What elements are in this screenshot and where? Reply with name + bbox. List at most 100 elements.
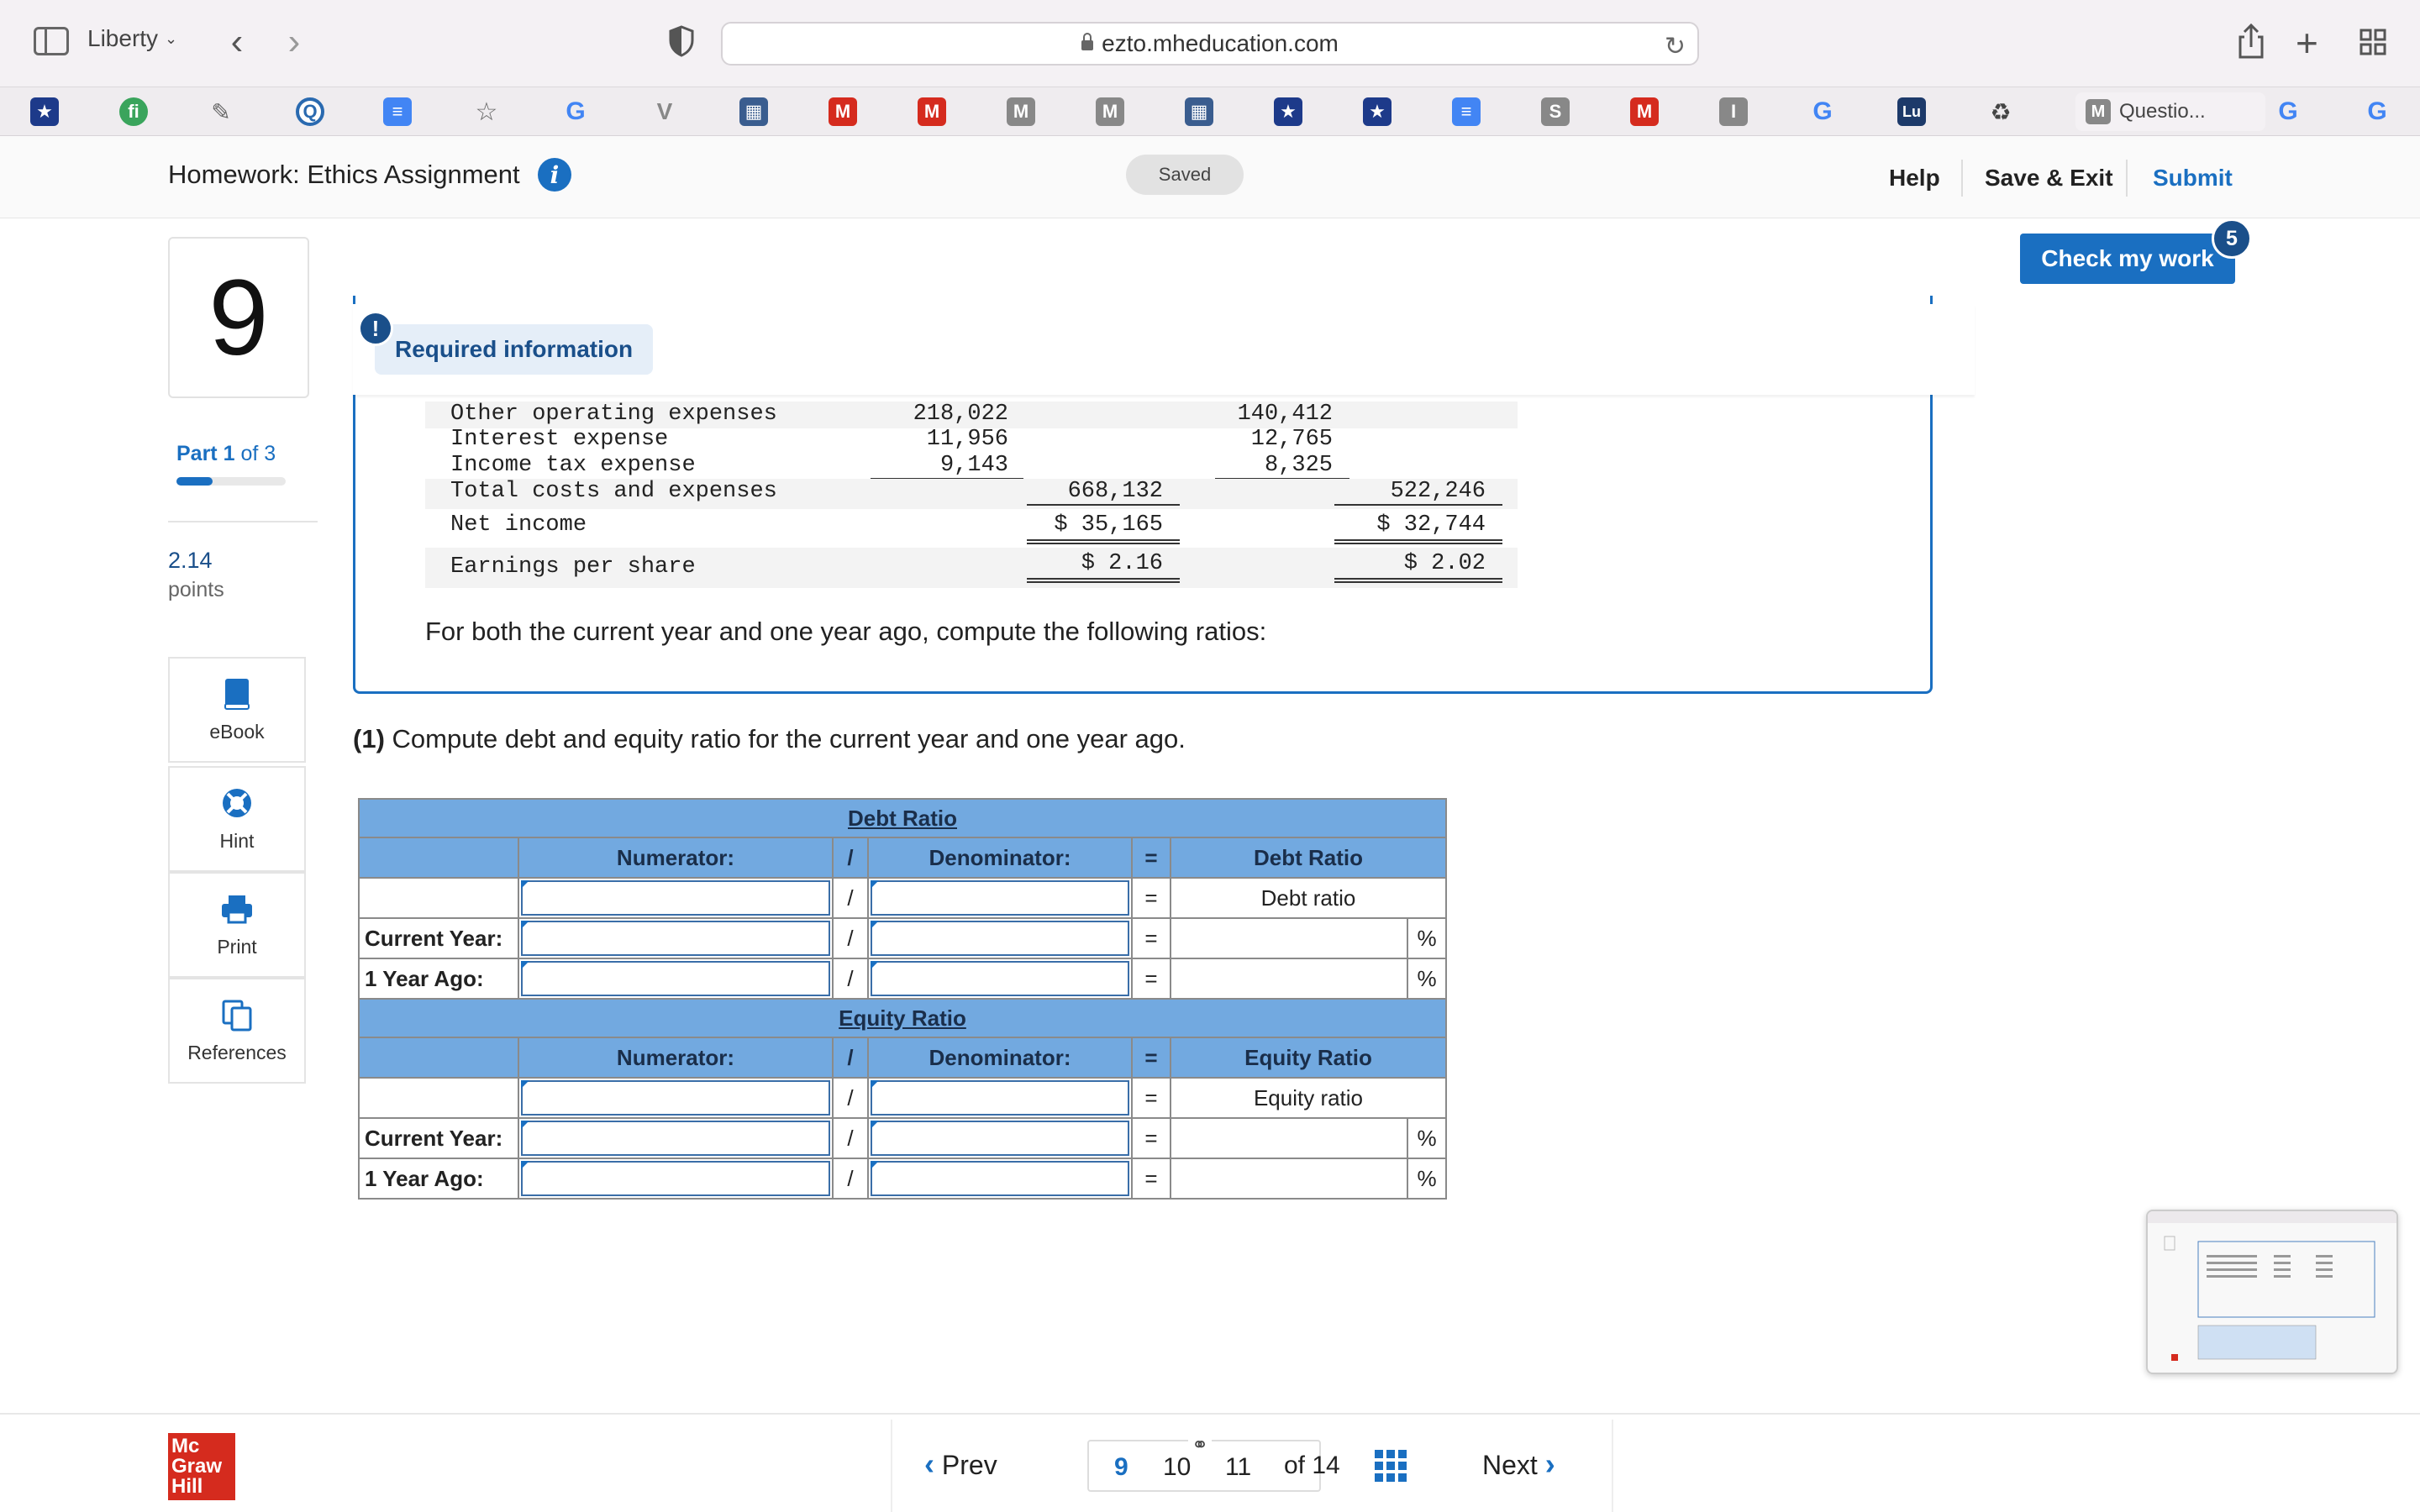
m-gray-icon[interactable]: M (1007, 97, 1035, 126)
question-prompt: (1) Compute debt and equity ratio for th… (353, 724, 1186, 754)
google-icon[interactable]: G (2278, 97, 2298, 125)
back-arrow-icon[interactable]: ‹ (230, 21, 244, 62)
google-icon[interactable]: G (566, 97, 586, 125)
logo-line: Hill (171, 1475, 203, 1498)
star-badge-icon[interactable]: ★ (30, 97, 59, 126)
numerator-input[interactable] (518, 1117, 834, 1159)
prior-eps: $ 2.02 (1334, 551, 1502, 583)
profile-menu[interactable]: Liberty ⌄ (87, 25, 177, 52)
submit-link[interactable]: Submit (2153, 165, 2233, 191)
row-label: Interest expense (450, 427, 669, 452)
star-outline-icon[interactable]: ☆ (475, 97, 498, 126)
slash: / (832, 1077, 869, 1119)
part-progress-bar (176, 477, 286, 486)
s-icon[interactable]: S (1541, 97, 1570, 126)
pencil-icon[interactable]: ✎ (211, 98, 231, 125)
numerator-label-input[interactable] (518, 877, 834, 919)
equals: = (1131, 917, 1171, 959)
references-button[interactable]: References (168, 978, 306, 1084)
part-current: Part 1 (176, 442, 235, 465)
docs-icon[interactable]: ≡ (383, 97, 412, 126)
save-exit-link[interactable]: Save & Exit (1985, 165, 2113, 191)
page-number[interactable]: 11 (1225, 1453, 1252, 1481)
sidebar-toggle-icon[interactable] (34, 27, 69, 55)
denominator-input[interactable] (867, 958, 1133, 1000)
lock-icon (1081, 33, 1094, 50)
numerator-label-input[interactable] (518, 1077, 834, 1119)
search-q-icon[interactable]: Q (296, 97, 324, 126)
v-icon[interactable]: V (656, 98, 673, 124)
forward-arrow-icon[interactable]: › (287, 21, 301, 62)
print-label: Print (217, 935, 257, 958)
m-gray-icon[interactable]: M (1096, 97, 1124, 126)
denominator-header: Denominator: (867, 837, 1133, 879)
google-icon[interactable]: G (1812, 97, 1833, 125)
statement-row: Interest expense 11,956 12,765 (425, 427, 1518, 454)
prior-net-income: $ 32,744 (1334, 512, 1502, 544)
page-current[interactable]: 9 (1114, 1453, 1128, 1481)
check-my-work-button[interactable]: Check my work (2020, 234, 2235, 284)
building-icon[interactable]: ▦ (739, 97, 768, 126)
page-number[interactable]: 10 (1163, 1453, 1192, 1481)
new-tab-icon[interactable]: + (2296, 21, 2318, 65)
m-gray-icon: M (2086, 99, 2111, 124)
tab-overview-icon[interactable] (2360, 29, 2386, 55)
part-total: of 3 (240, 442, 276, 465)
m-red-icon[interactable]: M (829, 97, 857, 126)
page-selector: ⚭ 9 10 11 (1087, 1433, 1321, 1492)
instruction-text: For both the current year and one year a… (425, 617, 1267, 646)
bell-icon[interactable]: ♻ (1990, 98, 2012, 125)
numerator-input[interactable] (518, 917, 834, 959)
slash-header: / (832, 837, 869, 879)
tab-questions[interactable]: M Questio... (2075, 92, 2265, 131)
percent-sign: % (1407, 958, 1447, 1000)
equals-header: = (1131, 837, 1171, 879)
denominator-input[interactable] (867, 1158, 1133, 1200)
statement-row: Net income $ 35,165 $ 32,744 (425, 512, 1518, 546)
i-icon[interactable]: I (1719, 97, 1748, 126)
table-row: 1 Year Ago: / = % (358, 1158, 1447, 1200)
points-label: points (168, 578, 224, 601)
docs-icon[interactable]: ≡ (1452, 97, 1481, 126)
statement-row: Total costs and expenses 668,132 522,246 (425, 479, 1518, 509)
reload-icon[interactable]: ↻ (1664, 33, 1686, 60)
google-icon[interactable]: G (2367, 97, 2387, 125)
numerator-input[interactable] (518, 1158, 834, 1200)
building-icon[interactable]: ▦ (1185, 97, 1213, 126)
denominator-label-input[interactable] (867, 1077, 1133, 1119)
fi-icon[interactable]: fi (119, 97, 148, 126)
address-bar[interactable]: ezto.mheducation.com ↻ (721, 22, 1699, 66)
m-red-icon[interactable]: M (1630, 97, 1659, 126)
star-badge-icon[interactable]: ★ (1274, 97, 1302, 126)
grid-icon[interactable] (1375, 1450, 1407, 1482)
denominator-input[interactable] (867, 917, 1133, 959)
share-icon[interactable] (2237, 24, 2265, 60)
hint-button[interactable]: Hint (168, 766, 306, 872)
chevron-down-icon: ⌄ (165, 29, 178, 47)
shield-icon[interactable] (669, 25, 694, 57)
current-detail: 11,956 (926, 427, 1008, 452)
numerator-input[interactable] (518, 958, 834, 1000)
denominator-label-input[interactable] (867, 877, 1133, 919)
bookmarks-bar: ★ fi ✎ Q ≡ ☆ G V ▦ M M M M ▦ ★ ★ ≡ S M I… (0, 87, 2420, 136)
table-row: 1 Year Ago: / = % (358, 958, 1447, 1000)
print-button[interactable]: Print (168, 872, 306, 978)
info-icon[interactable]: i (538, 158, 571, 192)
lu-icon[interactable]: Lu (1897, 97, 1926, 126)
prior-detail: 8,325 (1215, 453, 1349, 480)
table-row: / = Debt ratio (358, 877, 1447, 919)
m-red-icon[interactable]: M (918, 97, 946, 126)
next-button[interactable]: Next › (1482, 1446, 1555, 1482)
ebook-button[interactable]: eBook (168, 657, 306, 763)
divider (1961, 160, 1963, 197)
help-link[interactable]: Help (1889, 165, 1940, 191)
screenshot-thumbnail[interactable] (2146, 1210, 2398, 1374)
result-cell (1170, 917, 1408, 959)
denominator-input[interactable] (867, 1117, 1133, 1159)
row-label: Income tax expense (450, 453, 696, 478)
required-info-toggle[interactable]: Required information (375, 324, 654, 375)
statement-row: Earnings per share $ 2.16 $ 2.02 (425, 548, 1518, 588)
prev-button[interactable]: ‹ Prev (924, 1446, 997, 1482)
star-badge-icon[interactable]: ★ (1363, 97, 1392, 126)
current-net-income: $ 35,165 (1027, 512, 1180, 544)
